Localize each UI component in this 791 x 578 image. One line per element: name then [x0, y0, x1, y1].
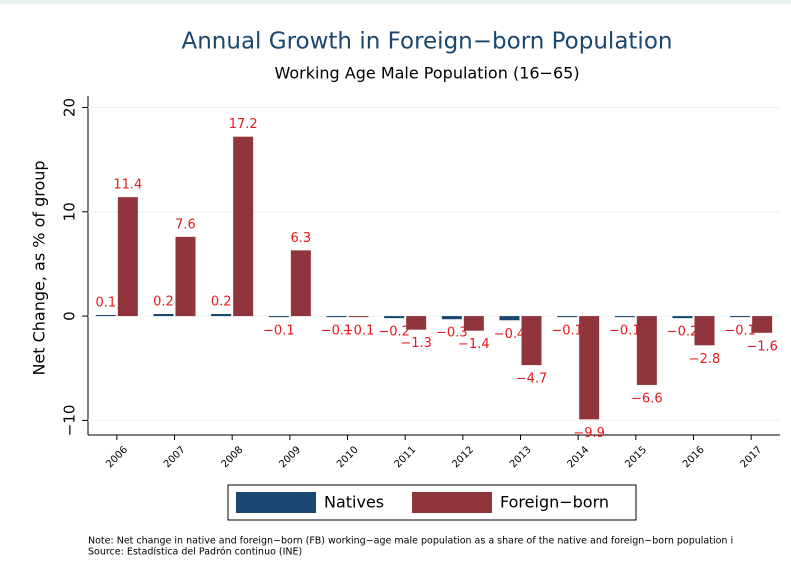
y-tick-label: 20 [61, 98, 79, 117]
bar [175, 236, 196, 317]
bar [672, 316, 693, 319]
value-label: 6.3 [290, 231, 311, 246]
bar [557, 316, 578, 318]
bar [348, 316, 369, 318]
value-label: 7.6 [175, 217, 196, 232]
bar [579, 316, 600, 420]
bar [730, 316, 751, 318]
bar [752, 316, 773, 333]
value-label: −4.7 [516, 372, 548, 387]
value-label: −1.6 [746, 339, 778, 354]
bar [406, 316, 427, 330]
bar [499, 316, 520, 321]
y-axis-label: Net Change, as % of group [30, 160, 49, 375]
value-label: −0.2 [378, 325, 410, 340]
plot-area [88, 96, 780, 435]
note: Source: Estadística del Padrón continuo … [88, 547, 302, 558]
value-label: −0.1 [263, 324, 295, 339]
bar [694, 316, 715, 346]
bar [290, 250, 311, 317]
value-label: −0.3 [436, 326, 468, 341]
value-label: −1.4 [458, 337, 490, 352]
value-label: −0.1 [551, 324, 583, 339]
bar [95, 315, 116, 317]
frame [0, 0, 791, 4]
legend-swatch [412, 492, 492, 513]
value-label: 0.2 [211, 295, 232, 310]
bar [614, 316, 635, 318]
bar [384, 316, 405, 319]
value-label: −0.1 [609, 324, 641, 339]
bar [233, 136, 254, 317]
bar [636, 316, 657, 385]
value-label: −6.6 [631, 391, 663, 406]
y-tick-label: −10 [61, 405, 79, 437]
y-tick-label: 10 [61, 202, 79, 221]
chart-subtitle: Working Age Male Population (16−65) [274, 64, 579, 83]
legend-swatch [236, 492, 316, 513]
y-tick-label: 0 [61, 311, 79, 321]
legend-label: Natives [324, 493, 384, 512]
value-label: −0.2 [667, 325, 699, 340]
bar [441, 316, 462, 320]
note: Note: Net change in native and foreign−b… [88, 536, 733, 547]
value-label: −9.9 [573, 426, 605, 441]
bar [117, 197, 138, 317]
value-label: 0.2 [153, 295, 174, 310]
value-label: −1.3 [400, 336, 432, 351]
bar [326, 316, 347, 318]
bar [268, 316, 289, 318]
bar [153, 314, 174, 317]
value-label: 17.2 [229, 117, 258, 132]
bar [521, 316, 542, 366]
value-label: −2.8 [689, 352, 721, 367]
value-label: −0.4 [494, 327, 526, 342]
value-label: −0.1 [724, 324, 756, 339]
bar [211, 314, 232, 317]
bar [463, 316, 484, 331]
value-label: 0.1 [95, 296, 116, 311]
chart-title: Annual Growth in Foreign−born Population [182, 29, 673, 55]
value-label: −0.1 [321, 324, 353, 339]
value-label: −0.1 [343, 324, 375, 339]
value-label: 11.4 [113, 178, 142, 193]
legend-label: Foreign−born [500, 493, 609, 512]
